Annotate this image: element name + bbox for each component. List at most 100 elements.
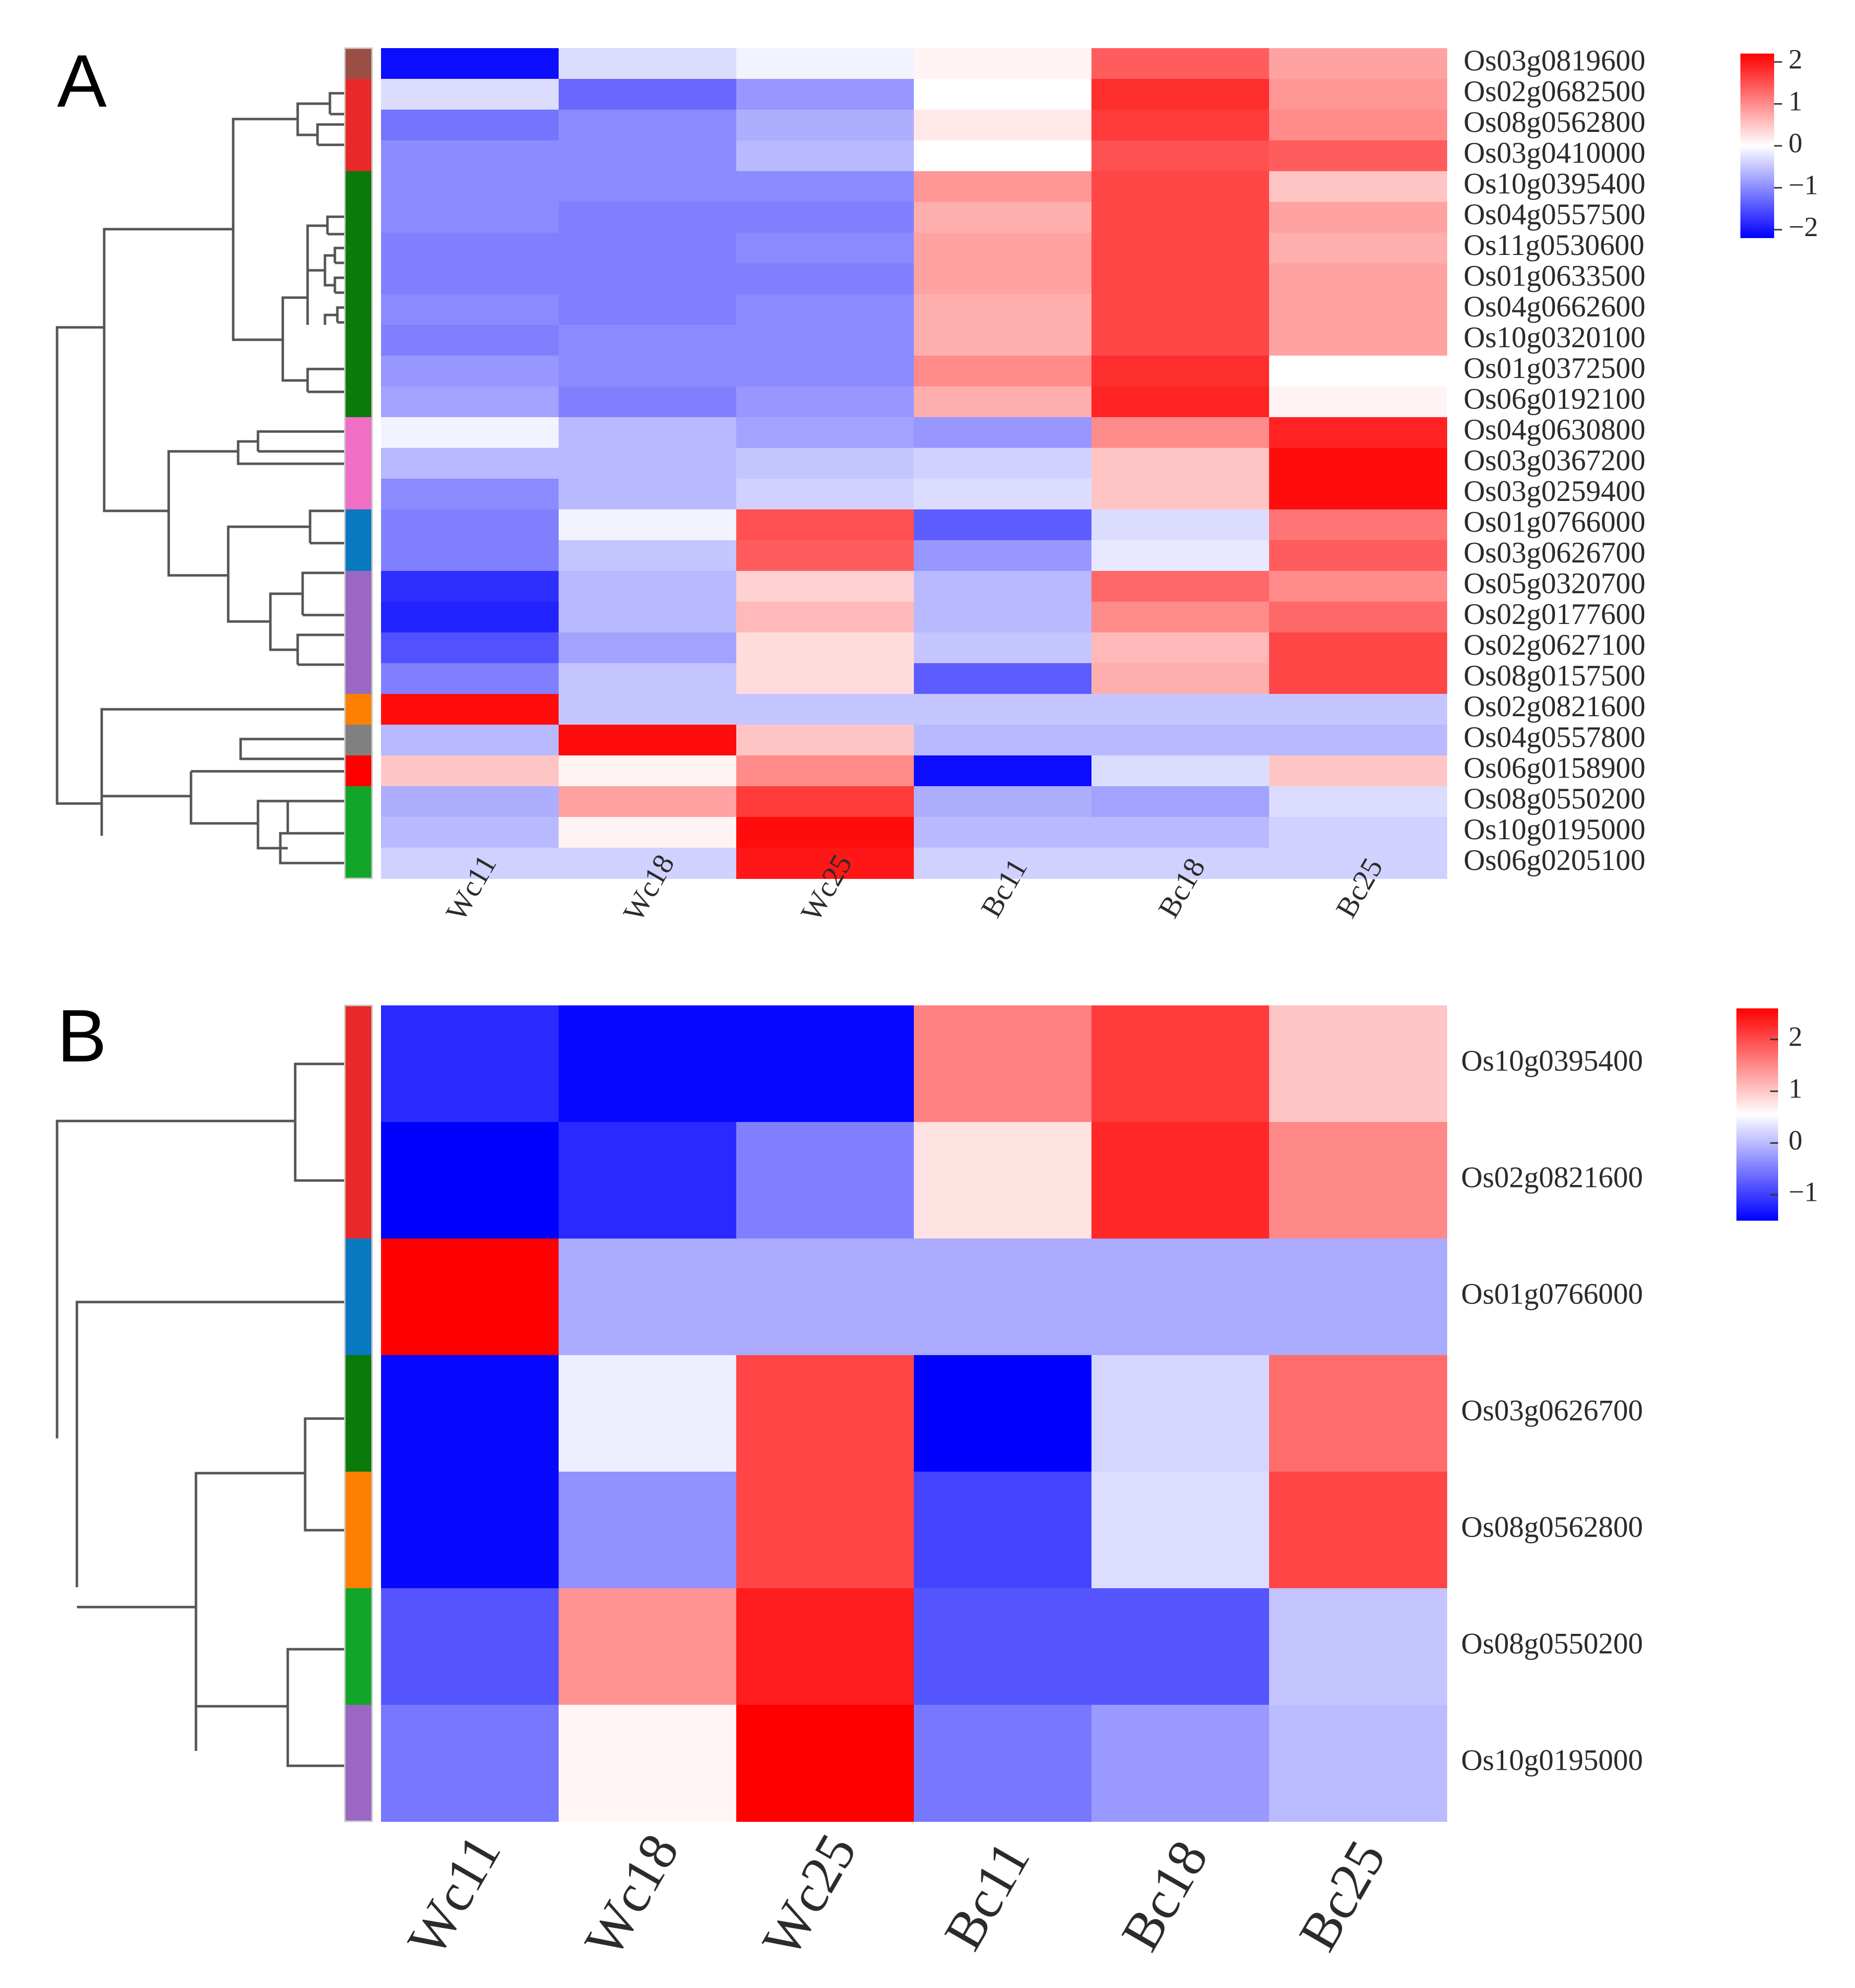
colorbar-tick-label: 2 — [1789, 1021, 1802, 1052]
heatmap-cell — [381, 1122, 559, 1239]
row-label: Os08g0550200 — [1464, 782, 1646, 815]
group-color-swatch — [345, 509, 372, 541]
panel-a: A Os03g0819600Os02g0682500Os08g0562800Os… — [56, 39, 1818, 927]
heatmap-cell — [1091, 848, 1270, 879]
row-label: Os05g0320700 — [1464, 567, 1646, 600]
heatmap-cell — [1269, 448, 1447, 479]
heatmap-cell — [914, 263, 1092, 295]
heatmap-cell — [381, 694, 559, 725]
heatmap-cell — [381, 1005, 559, 1122]
heatmap-cell — [559, 1122, 737, 1239]
colorbar-tick-label: 2 — [1789, 44, 1802, 75]
panel-b-row-labels: Os10g0395400 Os02g0821600 Os01g0766000 Os03… — [1461, 1044, 1643, 1776]
heatmap-cell — [914, 1122, 1092, 1239]
colorbar-tick-label: 1 — [1789, 1073, 1802, 1104]
group-color-swatch — [345, 1472, 372, 1589]
heatmap-cell — [736, 263, 914, 295]
row-label: Os01g0766000 — [1464, 505, 1646, 538]
heatmap-cell — [1269, 725, 1447, 756]
panel-b-colorbar-ticks: 2 1 0 −1 — [1770, 1021, 1818, 1208]
group-color-swatch — [345, 417, 372, 448]
group-color-swatch — [345, 479, 372, 510]
panel-a-label: A — [57, 39, 107, 123]
colorbar-tick-label: 0 — [1789, 1125, 1802, 1156]
heatmap-cell — [1269, 663, 1447, 694]
heatmap-cell — [1269, 509, 1447, 541]
heatmap-cell — [559, 325, 737, 356]
heatmap-cell — [736, 540, 914, 571]
heatmap-cell — [1269, 110, 1447, 141]
heatmap-cell — [1091, 725, 1270, 756]
heatmap-cell — [736, 663, 914, 694]
heatmap-cell — [381, 725, 559, 756]
heatmap-cell — [736, 110, 914, 141]
heatmap-cell — [1269, 571, 1447, 602]
row-label: Os02g0821600 — [1461, 1161, 1643, 1193]
heatmap-cell — [1091, 1005, 1270, 1122]
heatmap-cell — [914, 663, 1092, 694]
panel-b-dendrogram — [56, 1062, 345, 1767]
colorbar-tick-label: −2 — [1789, 212, 1818, 243]
group-color-swatch — [345, 1588, 372, 1705]
column-label: Wc25 — [750, 1824, 868, 1967]
row-label: Os02g0177600 — [1464, 598, 1646, 630]
row-label: Os06g0205100 — [1464, 844, 1646, 876]
heatmap-cell — [1269, 1355, 1447, 1472]
heatmap-cell — [736, 79, 914, 110]
heatmap-cell — [559, 1588, 737, 1705]
heatmap-cell — [1091, 755, 1270, 787]
panel-b-dendrogram-branches — [56, 1062, 345, 1767]
heatmap-cell — [381, 171, 559, 202]
group-color-swatch — [345, 848, 372, 879]
heatmap-cell — [1269, 479, 1447, 510]
heatmap-cell — [559, 632, 737, 664]
group-color-swatch — [345, 786, 372, 817]
panel-a-colorbar-gradient — [1740, 54, 1774, 238]
row-label: Os11g0530600 — [1464, 229, 1644, 261]
heatmap-cell — [559, 694, 737, 725]
heatmap-cell — [1269, 386, 1447, 418]
row-label: Os08g0562800 — [1464, 106, 1646, 138]
heatmap-cell — [1091, 140, 1270, 172]
group-color-swatch — [345, 325, 372, 356]
heatmap-cell — [1269, 263, 1447, 295]
heatmap-cell — [914, 848, 1092, 879]
heatmap-cell — [914, 110, 1092, 141]
heatmap-cell — [736, 509, 914, 541]
heatmap-cell — [736, 1705, 914, 1822]
heatmap-cell — [1269, 602, 1447, 633]
group-color-swatch — [345, 386, 372, 418]
row-label: Os02g0682500 — [1464, 75, 1646, 108]
heatmap-cell — [1269, 294, 1447, 325]
heatmap-cell — [914, 602, 1092, 633]
heatmap-cell — [914, 140, 1092, 172]
row-label: Os10g0195000 — [1461, 1743, 1643, 1776]
heatmap-cell — [1269, 694, 1447, 725]
group-color-swatch — [345, 202, 372, 233]
heatmap-cell — [381, 509, 559, 541]
heatmap-cell — [1269, 817, 1447, 848]
heatmap-cell — [914, 325, 1092, 356]
heatmap-cell — [381, 140, 559, 172]
heatmap-cell — [381, 48, 559, 79]
heatmap-cell — [559, 386, 737, 418]
heatmap-cell — [736, 1239, 914, 1356]
heatmap-cell — [914, 817, 1092, 848]
heatmap-cell — [1269, 848, 1447, 879]
heatmap-cell — [381, 755, 559, 787]
heatmap-cell — [1269, 1122, 1447, 1239]
panel-b-label: B — [57, 994, 107, 1077]
heatmap-cell — [736, 417, 914, 448]
column-label: Bc11 — [932, 1831, 1041, 1960]
column-label: Bc25 — [1287, 1830, 1397, 1960]
heatmap-cell — [1269, 1472, 1447, 1589]
heatmap-cell — [914, 171, 1092, 202]
heatmap-cell — [736, 171, 914, 202]
heatmap-cell — [381, 1355, 559, 1472]
heatmap-cell — [914, 1355, 1092, 1472]
heatmap-cell — [559, 509, 737, 541]
heatmap-cell — [736, 755, 914, 787]
group-color-swatch — [345, 448, 372, 479]
row-label: Os04g0662600 — [1464, 290, 1646, 323]
heatmap-cell — [1091, 1588, 1270, 1705]
